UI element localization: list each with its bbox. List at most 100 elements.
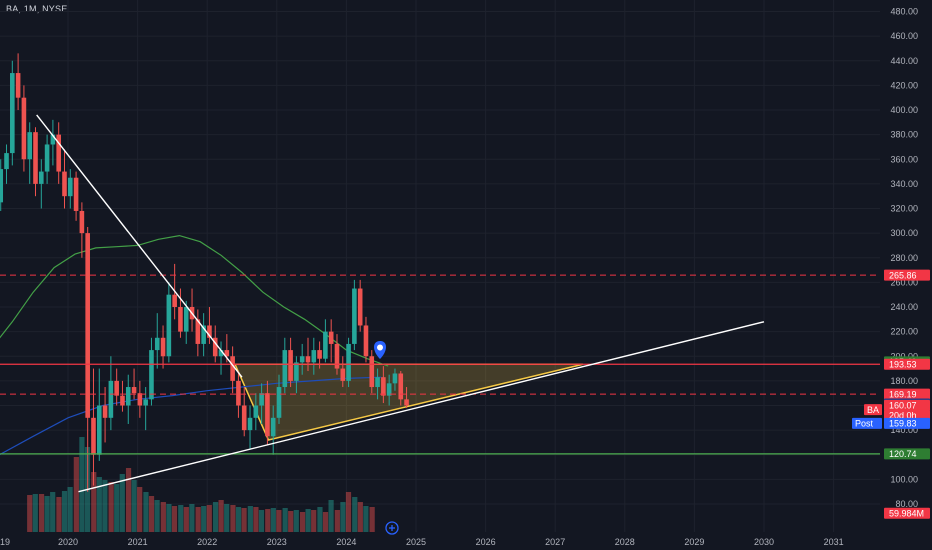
candle-body <box>50 134 56 145</box>
volume-bar <box>334 510 340 532</box>
volume-bar <box>253 507 259 532</box>
volume-bar <box>311 510 317 532</box>
volume-bar <box>230 505 236 532</box>
price-badge <box>884 507 930 519</box>
price-tick-label: 180.00 <box>890 376 918 386</box>
candle-body <box>15 73 21 98</box>
tag-badge-label: Post <box>855 419 874 429</box>
price-badge <box>884 388 930 400</box>
volume-bar <box>224 504 230 532</box>
candle-body <box>259 393 264 406</box>
candle-body <box>323 331 328 359</box>
volume-bar <box>212 502 219 532</box>
candle-body <box>195 319 201 344</box>
candle-body <box>317 350 322 359</box>
volume-bar <box>299 512 306 532</box>
triangle-pattern[interactable] <box>233 363 584 441</box>
time-tick-label: 2027 <box>545 537 565 547</box>
volume-bar <box>56 497 62 532</box>
price-badge-label: 265.86 <box>889 270 917 280</box>
candle-body <box>253 405 259 418</box>
candle-body <box>398 373 404 400</box>
candle-body <box>73 177 79 211</box>
volume-bar <box>369 507 375 532</box>
time-tick-label: 19 <box>0 537 10 547</box>
candle-body <box>160 337 166 357</box>
time-axis[interactable]: 19 2020 2021 2022 2023 2024 2025 2026 2027 2028 20… <box>0 537 844 547</box>
price-badges: 265.86195.41193.53169.19162.12161.22160.… <box>852 269 930 519</box>
map-pin-icon[interactable] <box>374 341 386 359</box>
candle-body <box>108 380 114 418</box>
candle-body <box>178 307 183 332</box>
horizontal-levels[interactable] <box>0 274 880 455</box>
candle-body <box>247 417 253 431</box>
time-tick-label: 2022 <box>197 537 217 547</box>
volume-bar <box>345 492 352 532</box>
candle-body <box>10 73 15 154</box>
trendline <box>78 321 765 493</box>
candle-body <box>241 405 247 431</box>
trendlines[interactable] <box>36 114 765 493</box>
volume-bar <box>189 504 195 532</box>
volume-bar <box>166 504 172 532</box>
candle-body <box>363 325 369 357</box>
candle-body <box>67 177 73 197</box>
price-tick-label: 420.00 <box>890 80 918 90</box>
price-tick-label: 440.00 <box>890 56 918 66</box>
candle-body <box>311 350 317 363</box>
candle-body <box>44 144 50 172</box>
volume-bar <box>119 474 125 532</box>
candle-body <box>212 337 218 357</box>
time-tick-label: 2030 <box>754 537 774 547</box>
price-badge-label: 160.07 <box>889 401 917 411</box>
price-badge-label: 169.19 <box>889 389 917 399</box>
price-tick-label: 320.00 <box>890 204 918 214</box>
candle-body <box>270 417 276 437</box>
volume-bar <box>322 512 329 532</box>
volume-bar <box>363 506 369 532</box>
volume-bar <box>79 437 85 532</box>
volume-bar <box>61 491 68 532</box>
price-tick-label: 300.00 <box>890 228 918 238</box>
volume-bar <box>171 506 178 532</box>
volume-bar <box>352 497 358 532</box>
ma-long-line <box>0 376 382 456</box>
candle-body <box>4 153 9 170</box>
price-badge <box>884 269 930 281</box>
price-tick-label: 280.00 <box>890 253 918 263</box>
candle-body <box>62 171 67 197</box>
volume-bar <box>27 495 33 532</box>
candle-body <box>96 405 102 455</box>
candles <box>0 53 409 492</box>
candle-body <box>386 383 392 396</box>
time-tick-label: 2020 <box>58 537 78 547</box>
candle-body <box>404 399 409 406</box>
volume-bar <box>241 508 247 532</box>
volume-bar <box>265 509 271 532</box>
volume-bar <box>247 506 253 532</box>
candle-body <box>288 350 293 381</box>
price-tick-label: 340.00 <box>890 179 918 189</box>
candle-body <box>334 343 340 369</box>
volume-bar <box>276 510 282 532</box>
candle-body <box>79 210 85 234</box>
price-badge <box>884 417 930 429</box>
add-indicator-icon[interactable] <box>385 521 399 535</box>
volume-bar <box>44 496 50 532</box>
volume-bar <box>317 507 323 532</box>
price-axis[interactable]: 80.00100.00120.00140.00160.00180.00200.0… <box>890 7 918 510</box>
volume-bar <box>114 484 120 532</box>
volume-bar <box>195 507 201 532</box>
volume-bar <box>137 487 143 532</box>
candle-body <box>392 373 398 384</box>
volume-bar <box>38 494 45 532</box>
triangle-shape <box>233 363 584 441</box>
candle-body <box>39 171 44 184</box>
volume-bar <box>183 507 189 532</box>
tag-badge <box>864 404 882 416</box>
volume-bar <box>91 472 97 532</box>
volume-bar <box>131 480 137 532</box>
candle-body <box>137 393 143 406</box>
price-tick-label: 220.00 <box>890 327 918 337</box>
